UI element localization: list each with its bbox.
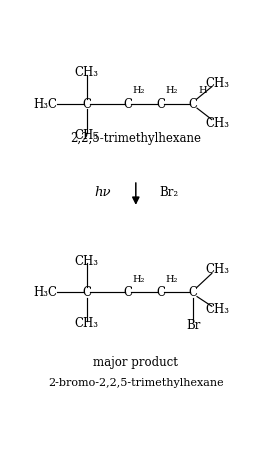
Text: CH₃: CH₃ [205, 77, 229, 90]
Text: C: C [189, 286, 198, 299]
Text: C: C [123, 286, 132, 299]
Text: H₃C: H₃C [33, 286, 58, 299]
Text: CH₃: CH₃ [74, 255, 99, 268]
Text: H₂: H₂ [133, 86, 145, 95]
Text: C: C [82, 97, 91, 110]
Text: CH₃: CH₃ [205, 117, 229, 129]
Text: CH₃: CH₃ [74, 66, 99, 79]
Text: C: C [156, 97, 165, 110]
Text: hν: hν [95, 186, 111, 199]
Text: C: C [123, 97, 132, 110]
Text: Br₂: Br₂ [159, 186, 178, 198]
Text: C: C [156, 286, 165, 299]
Text: CH₃: CH₃ [205, 264, 229, 277]
Text: H₃C: H₃C [33, 97, 58, 110]
Text: 2-bromo-2,2,5-trimethylhexane: 2-bromo-2,2,5-trimethylhexane [48, 378, 224, 388]
Text: CH₃: CH₃ [205, 303, 229, 316]
Text: H₂: H₂ [133, 275, 145, 284]
Text: C: C [189, 97, 198, 110]
Text: major product: major product [93, 356, 178, 369]
Text: 2,2,5-trimethylhexane: 2,2,5-trimethylhexane [70, 132, 201, 145]
Text: H₂: H₂ [166, 86, 178, 95]
Text: H: H [198, 86, 207, 95]
Text: H₂: H₂ [166, 275, 178, 284]
Text: Br: Br [186, 319, 201, 332]
Text: CH₃: CH₃ [74, 128, 99, 141]
Text: C: C [82, 286, 91, 299]
Text: CH₃: CH₃ [74, 317, 99, 330]
